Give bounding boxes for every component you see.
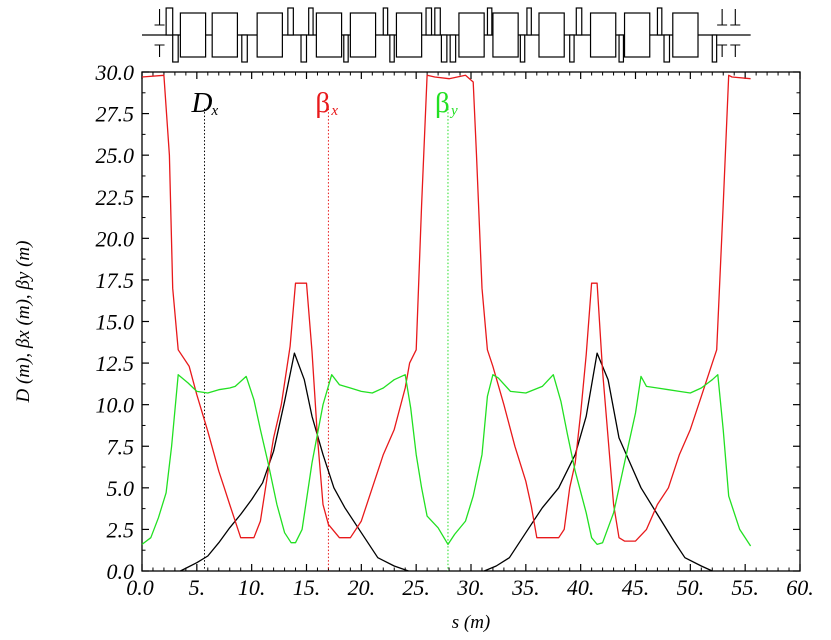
- y-tick-label: 2.5: [107, 517, 135, 542]
- dipole-magnet: [458, 12, 485, 58]
- dipole-magnet: [492, 12, 519, 58]
- y-tick-label: 0.0: [107, 559, 135, 584]
- legend-marker-lines: [204, 108, 449, 571]
- sextupole-marker: [717, 9, 728, 26]
- focusing-quad: [656, 7, 663, 36]
- dipole-magnet: [538, 12, 565, 58]
- defocusing-quad: [449, 34, 457, 63]
- x-tick-label: 25.: [402, 575, 430, 600]
- legend-symbol: β: [435, 87, 450, 119]
- sextupole-marker: [730, 9, 741, 26]
- dipole-magnet: [589, 12, 617, 58]
- legend-symbol: β: [315, 87, 330, 119]
- y-tick-label: 22.5: [96, 185, 135, 210]
- x-axis-label: s (m): [452, 612, 491, 633]
- y-tick-label: 7.5: [107, 434, 135, 459]
- x-tick-label: 15.: [293, 575, 321, 600]
- x-tick-label: 35.: [511, 575, 540, 600]
- y-tick-label: 15.0: [96, 310, 135, 335]
- defocusing-quad: [440, 34, 448, 63]
- x-tick-label: 0.0: [126, 575, 154, 600]
- x-tick-label: 20.: [348, 575, 376, 600]
- defocusing-quad: [569, 34, 575, 63]
- y-axis-label: D (m), βx (m), βy (m): [13, 241, 34, 404]
- x-tick-labels: 0.0 5. 10. 15. 20. 25. 30. 35. 40. 45. 50. 55. 60.: [126, 575, 814, 600]
- focusing-quad: [425, 7, 433, 36]
- dipole-magnet: [179, 12, 207, 58]
- focusing-quad: [287, 7, 294, 36]
- y-tick-label: 17.5: [96, 268, 135, 293]
- focusing-quad: [308, 7, 314, 36]
- y-tick-label: 25.0: [96, 143, 135, 168]
- defocusing-quad: [172, 34, 179, 63]
- focusing-quad: [382, 7, 389, 36]
- y-tick-label: 5.0: [107, 476, 135, 501]
- sextupole-marker: [730, 44, 741, 57]
- defocusing-quad: [711, 34, 718, 63]
- sextupole-marker: [717, 44, 728, 57]
- legend-subscript: x: [330, 103, 338, 119]
- y-tick-labels: 0.0 2.5 5.0 7.5 10.0 12.5 15.0 17.5 20.0 22.5 25.0…: [95, 60, 135, 584]
- dipole-magnet: [211, 12, 239, 58]
- focusing-quad: [165, 7, 174, 36]
- x-tick-label: 30.: [456, 575, 485, 600]
- defocusing-quad: [389, 34, 395, 63]
- sextupole-marker: [154, 9, 165, 26]
- y-tick-label: 30.0: [95, 60, 135, 85]
- series-lines: [141, 74, 752, 572]
- dipole-magnet: [672, 12, 699, 58]
- dipole-magnet: [256, 12, 283, 58]
- legend-subscript: y: [449, 103, 458, 119]
- x-tick-label: 50.: [677, 575, 705, 600]
- x-tick-label: 55.: [731, 575, 759, 600]
- x-tick-label: 10.: [238, 575, 266, 600]
- plot-frame: [141, 71, 801, 572]
- defocusing-quad: [663, 34, 671, 63]
- defocusing-quad: [300, 34, 308, 63]
- series-line: [141, 74, 751, 542]
- series-line: [483, 352, 713, 572]
- defocusing-quad: [618, 34, 625, 63]
- x-tick-label: 5.: [189, 575, 206, 600]
- y-tick-label: 27.5: [96, 102, 135, 127]
- dipole-magnet: [623, 12, 651, 58]
- x-tick-label: 45.: [622, 575, 650, 600]
- dipole-magnet: [349, 12, 377, 58]
- x-tick-label: 40.: [567, 575, 595, 600]
- y-tick-label: 12.5: [96, 351, 135, 376]
- y-tick-label: 10.0: [96, 393, 135, 418]
- defocusing-quad: [343, 34, 349, 63]
- dipole-magnet: [315, 12, 343, 58]
- axis-ticks: [141, 71, 801, 572]
- y-tick-label: 20.0: [96, 226, 135, 251]
- focusing-quad: [526, 7, 532, 36]
- focusing-quad: [575, 7, 583, 36]
- sextupole-marker: [154, 44, 165, 57]
- defocusing-quad: [241, 34, 248, 63]
- dipole-magnet: [395, 12, 423, 58]
- series-line: [180, 352, 409, 572]
- legend-subscript: x: [211, 103, 219, 119]
- lattice-diagram: [142, 7, 751, 63]
- legend-symbol: D: [191, 87, 213, 119]
- series-line: [141, 374, 752, 547]
- x-tick-label: 60.: [786, 575, 814, 600]
- focusing-quad: [486, 7, 493, 36]
- defocusing-quad: [519, 34, 526, 63]
- focusing-quad: [434, 7, 441, 36]
